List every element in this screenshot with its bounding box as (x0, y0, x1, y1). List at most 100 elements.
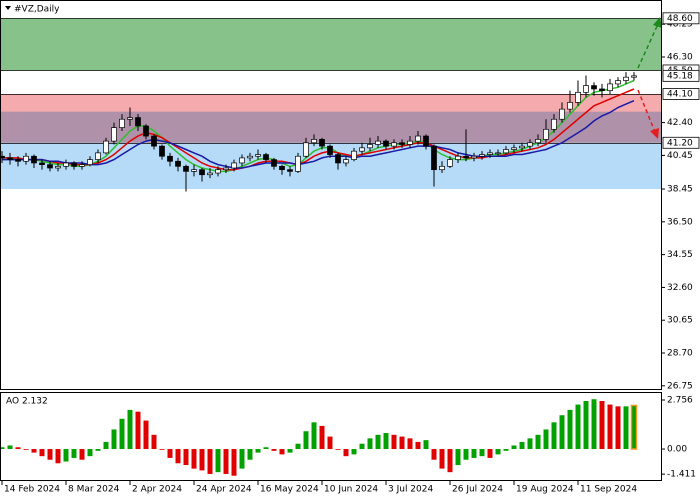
candle-body (463, 155, 469, 159)
candle-body (0, 155, 5, 159)
x-tick-label: 19 Aug 2024 (516, 485, 574, 495)
zone (1, 18, 662, 71)
ao-bar (263, 447, 269, 450)
ao-bar (519, 441, 525, 450)
ao-bar (95, 449, 101, 451)
candle-body (15, 159, 21, 162)
candle-body (391, 142, 397, 147)
x-tick-label: 8 Mar 2024 (68, 485, 120, 495)
ao-bar (111, 429, 117, 450)
ao-bar (47, 449, 53, 460)
ao-bar (487, 449, 493, 458)
candle-body (527, 142, 533, 147)
candle-body (31, 155, 37, 164)
price-label-box (662, 136, 700, 149)
candle-body (303, 142, 309, 157)
ao-bar (447, 449, 453, 473)
ao-bar (327, 436, 333, 450)
candle-body (487, 152, 493, 155)
ao-bar (0, 447, 5, 450)
candle-body (311, 139, 317, 144)
ao-bar (351, 449, 357, 455)
candle-body (231, 162, 237, 169)
candle-body (47, 164, 53, 169)
ao-bar (511, 445, 517, 450)
ao-bar (79, 449, 85, 460)
down-arrow-head (650, 128, 659, 139)
candle-body (103, 140, 109, 154)
ao-bar (335, 449, 341, 450)
candle-body (135, 117, 141, 127)
ao-bar (630, 404, 638, 450)
price-label-box (662, 69, 700, 82)
ao-bar (23, 449, 29, 450)
menu-triangle (5, 6, 11, 10)
candle-body (367, 144, 373, 149)
x-tick-label: 16 May 2024 (260, 485, 319, 495)
ao-bar (399, 436, 405, 450)
y-tick-label: 32.60 (667, 283, 693, 293)
plot (0, 18, 662, 476)
ao-bar (239, 449, 245, 469)
candle-body (55, 165, 61, 169)
candle-body (407, 140, 413, 145)
candle-body (575, 91, 581, 103)
ao-bar (255, 449, 261, 453)
ao-bar (191, 449, 197, 469)
y-tick-label: 40.45 (667, 151, 693, 161)
candle-body (71, 162, 77, 167)
ao-bar (55, 449, 61, 464)
ao-bar (575, 404, 581, 450)
candle-body (119, 118, 125, 128)
ao-bar (63, 449, 69, 462)
moving-average (2, 79, 635, 173)
candle-body (591, 85, 597, 90)
candle-body (39, 162, 45, 165)
candle-body (255, 154, 261, 157)
candle-body (7, 157, 13, 160)
candle-body (631, 75, 637, 78)
ao-bar (183, 449, 189, 466)
candle-body (375, 140, 381, 145)
ao-bar (503, 449, 509, 451)
candle-body (175, 160, 181, 167)
ao-bar (439, 449, 445, 469)
price-label-box (662, 88, 700, 100)
ao-bar (287, 449, 293, 453)
y-tick-label: -1.411 (667, 470, 696, 480)
candle-body (247, 155, 253, 159)
candle-body (79, 164, 85, 167)
ao-bar (551, 422, 557, 450)
ao-bar (231, 449, 237, 476)
candle-body (343, 159, 349, 164)
y-tick-label: 0.00 (667, 445, 687, 455)
candle-body (431, 145, 437, 171)
price-label: 48.60 (667, 14, 693, 24)
ao-bar (143, 420, 149, 450)
moving-average (2, 88, 635, 171)
x-tick-label: 26 Jul 2024 (452, 485, 503, 495)
y-tick-label: 36.50 (667, 217, 693, 227)
y-tick-label: 28.70 (667, 349, 693, 359)
ao-bar (367, 438, 373, 450)
price-label-box (662, 12, 700, 25)
candle-body (111, 127, 117, 142)
candle-body (503, 149, 509, 154)
candle-body (583, 85, 589, 93)
ao-bar (407, 438, 413, 450)
candle-body (287, 169, 293, 172)
x-tick-label: 10 Jun 2024 (324, 485, 378, 495)
candle-body (383, 140, 389, 147)
ao-bar (615, 406, 621, 450)
ao-bar (463, 449, 469, 460)
down-arrow (637, 89, 656, 133)
candle-body (535, 139, 541, 144)
up-arrow-head (653, 17, 662, 28)
candle-body (87, 159, 93, 165)
ao-bar (207, 449, 213, 474)
ao-bar (151, 434, 157, 450)
up-arrow (637, 23, 659, 69)
ao-bar (543, 429, 549, 450)
